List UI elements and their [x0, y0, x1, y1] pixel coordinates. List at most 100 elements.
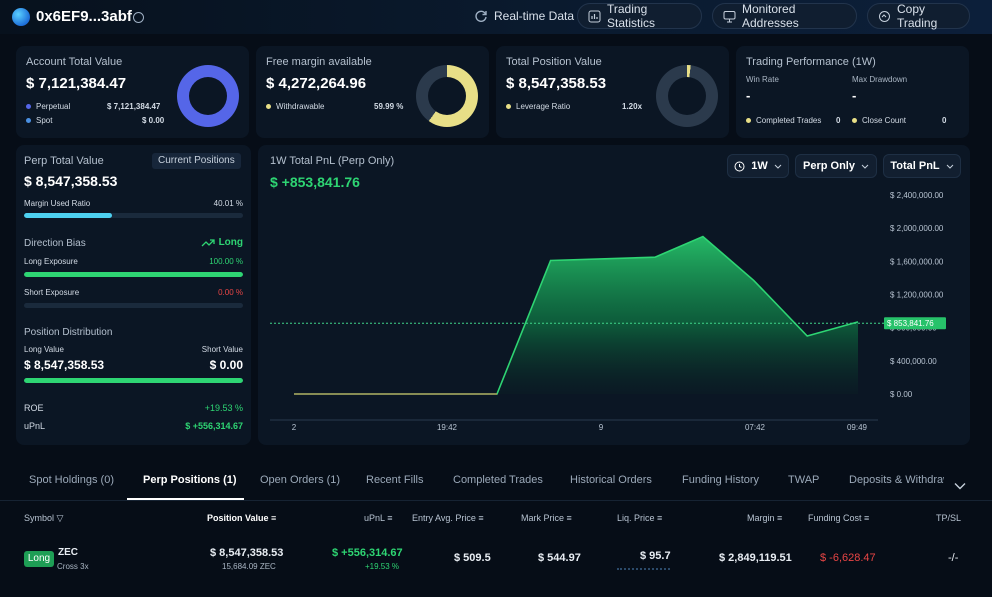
header-mark-price[interactable]: Mark Price ≡ — [521, 513, 572, 523]
liq-price-underline — [617, 568, 670, 570]
pnl-area-fill — [294, 236, 858, 394]
free-margin-label: Free margin available — [266, 56, 372, 68]
current-positions-badge[interactable]: Current Positions — [152, 153, 241, 169]
margin-used-bar — [24, 213, 243, 218]
sort-icon[interactable]: ≡ — [657, 513, 663, 523]
table-row[interactable]: Long ZEC Cross 3x $ 8,547,358.53 15,684.… — [0, 538, 992, 582]
close-count-dot — [852, 118, 857, 124]
long-exposure-bar-fill — [24, 272, 243, 277]
header-funding-cost[interactable]: Funding Cost ≡ — [808, 513, 869, 523]
x-tick-label: 19:42 — [437, 423, 458, 432]
current-value-tag — [884, 317, 946, 330]
short-value-label: Short Value — [201, 345, 243, 354]
perp-total-label: Perp Total Value — [24, 155, 104, 167]
chart-headline-pnl: $ +853,841.76 — [270, 174, 360, 190]
long-exposure-bar — [24, 272, 243, 277]
spot-dot — [26, 118, 31, 124]
leverage-value: 1.20x — [622, 102, 643, 111]
x-tick-label: 9 — [599, 423, 604, 432]
clock-icon — [734, 161, 745, 171]
sort-icon[interactable]: ≡ — [777, 513, 783, 523]
header-position-value[interactable]: Position Value ≡ — [207, 513, 276, 523]
perp-total-value: $ 8,547,358.53 — [24, 173, 118, 189]
row-margin: $ 2,849,119.51 — [719, 552, 792, 564]
tab-1[interactable]: Perp Positions (1) — [143, 474, 237, 486]
close-count-label: Close Count — [862, 116, 907, 125]
wallet-address: 0x6EF9...3abf — [36, 8, 132, 25]
active-tab-underline — [127, 498, 244, 500]
tab-6[interactable]: Funding History — [682, 474, 760, 486]
margin-used-value: 40.01 % — [213, 199, 243, 208]
header-symbol[interactable]: Symbol ▽ — [24, 513, 63, 524]
spot-legend: Spot — [26, 116, 52, 125]
tab-4[interactable]: Completed Trades — [453, 474, 543, 486]
trading-statistics-button[interactable]: Trading Statistics — [577, 2, 702, 30]
perpetual-label: Perpetual — [36, 102, 71, 111]
direction-bias-value: Long — [218, 237, 243, 248]
pnl-chart-panel: 1W Total PnL (Perp Only) $ +853,841.76 1… — [258, 145, 970, 445]
tab-8[interactable]: Deposits & Withdraw — [849, 474, 944, 486]
leverage-label: Leverage Ratio — [516, 102, 571, 111]
header-upnl[interactable]: uPnL ≡ — [364, 513, 392, 523]
account-total-card: Account Total Value $ 7,121,384.47 Perpe… — [16, 46, 249, 138]
copy-trading-icon — [879, 10, 890, 22]
sort-icon[interactable]: ≡ — [387, 513, 393, 523]
top-bar: 0x6EF9...3abf Real-time Data Trading Sta… — [0, 0, 992, 34]
completed-trades-label: Completed Trades — [756, 116, 822, 125]
scope-select[interactable]: Perp Only — [795, 154, 877, 178]
x-tick-label: 07:42 — [745, 423, 766, 432]
short-exposure-value: 0.00 % — [218, 288, 243, 297]
close-count-value: 0 — [942, 116, 947, 125]
upnl-value: $ +556,314.67 — [185, 421, 243, 431]
tab-7[interactable]: TWAP — [788, 474, 820, 486]
sort-icon[interactable]: ≡ — [478, 513, 484, 523]
row-symbol[interactable]: ZEC — [58, 547, 78, 558]
tabs-more-chevron-icon[interactable] — [954, 477, 966, 495]
close-count-legend: Close Count — [852, 116, 906, 125]
total-position-label: Total Position Value — [506, 56, 602, 68]
margin-used-label: Margin Used Ratio — [24, 199, 91, 208]
short-exposure-label: Short Exposure — [24, 288, 80, 297]
header-entry-price[interactable]: Entry Avg. Price ≡ — [412, 513, 484, 523]
position-distribution-label: Position Distribution — [24, 327, 113, 338]
copy-address-icon[interactable] — [133, 12, 144, 23]
y-tick-label: $ 2,000,000.00 — [890, 224, 944, 233]
row-upnl-pct: +19.53 % — [365, 562, 400, 571]
long-value-amount: $ 8,547,358.53 — [24, 358, 105, 372]
trading-statistics-label: Trading Statistics — [607, 2, 656, 30]
perpetual-value: $ 7,121,384.47 — [107, 102, 161, 111]
direction-bias: Long — [201, 237, 243, 248]
sort-icon[interactable]: ≡ — [864, 513, 870, 523]
header-liq-price[interactable]: Liq. Price ≡ — [617, 513, 662, 523]
metric-select[interactable]: Total PnL — [883, 154, 961, 178]
wallet-logo-icon — [12, 8, 30, 26]
tab-3[interactable]: Recent Fills — [366, 474, 424, 486]
filter-icon[interactable]: ▽ — [56, 513, 64, 523]
tab-0[interactable]: Spot Holdings (0) — [29, 474, 114, 486]
realtime-data-button[interactable]: Real-time Data — [464, 3, 584, 29]
chart-title: 1W Total PnL (Perp Only) — [270, 155, 395, 167]
tab-5[interactable]: Historical Orders — [570, 474, 652, 486]
monitored-addresses-button[interactable]: Monitored Addresses — [712, 2, 857, 30]
row-margin-mode: Cross 3x — [57, 562, 89, 571]
sort-icon[interactable]: ≡ — [566, 513, 572, 523]
max-drawdown-value: - — [852, 88, 857, 103]
withdrawable-legend: Withdrawable — [266, 102, 324, 111]
tab-2[interactable]: Open Orders (1) — [260, 474, 341, 486]
upnl-label: uPnL — [24, 421, 46, 431]
header-margin-label: Margin — [747, 513, 775, 523]
header-margin[interactable]: Margin ≡ — [747, 513, 782, 523]
chevron-down-icon — [774, 164, 782, 169]
long-exposure-label: Long Exposure — [24, 257, 78, 266]
period-select-value: 1W — [751, 160, 768, 172]
positions-table-header: Symbol ▽ Position Value ≡ uPnL ≡ Entry A… — [0, 508, 992, 530]
tabs-divider — [0, 500, 992, 501]
header-funding-label: Funding Cost — [808, 513, 862, 523]
period-select[interactable]: 1W — [727, 154, 789, 178]
completed-trades-value: 0 — [836, 116, 841, 125]
account-total-value: $ 7,121,384.47 — [26, 75, 127, 92]
free-margin-value: $ 4,272,264.96 — [266, 75, 367, 92]
sort-icon[interactable]: ≡ — [271, 513, 277, 523]
row-tpsl[interactable]: -/- — [948, 552, 959, 564]
copy-trading-button[interactable]: Copy Trading — [867, 2, 970, 30]
